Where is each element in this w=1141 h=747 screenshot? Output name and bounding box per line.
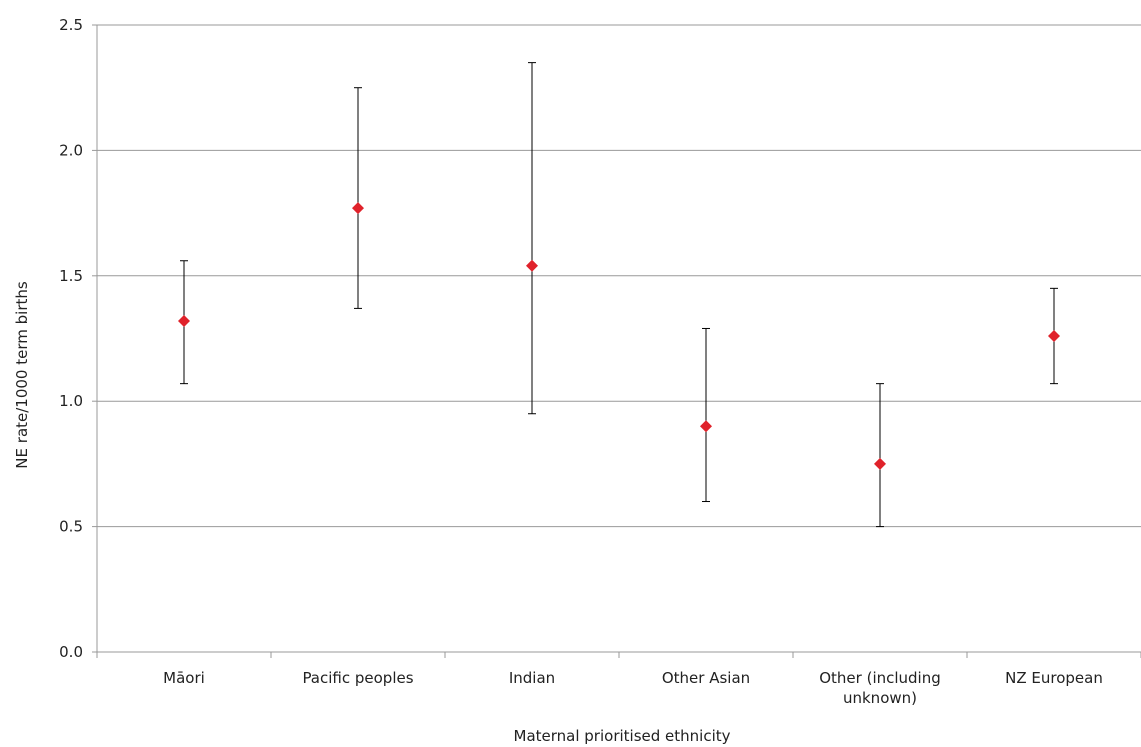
x-tick-label: Indian xyxy=(509,669,555,687)
x-tick-label: Māori xyxy=(163,669,205,687)
error-bars xyxy=(180,62,1058,528)
x-tick-label: NZ European xyxy=(1005,669,1103,687)
error-bar xyxy=(702,327,710,503)
y-axis-title: NE rate/1000 term births xyxy=(13,281,31,469)
axes xyxy=(92,24,1141,658)
data-points xyxy=(178,202,1060,470)
error-bar xyxy=(354,87,362,309)
x-axis-title: Maternal prioritised ethnicity xyxy=(514,727,731,745)
y-tick-label: 0.5 xyxy=(59,518,83,536)
x-tick-labels: Māori Pacific peoples Indian Other Asian Oth… xyxy=(163,669,1103,707)
y-tick-label: 1.0 xyxy=(59,392,83,410)
data-point-marker xyxy=(526,259,538,272)
x-tick-label: Pacific peoples xyxy=(302,669,413,687)
data-point-marker xyxy=(874,457,886,470)
data-point-marker xyxy=(178,314,190,327)
gridlines xyxy=(97,24,1141,528)
y-tick-label: 2.5 xyxy=(59,16,83,34)
y-tick-label: 1.5 xyxy=(59,267,83,285)
data-point-marker xyxy=(700,420,712,433)
y-tick-label: 2.0 xyxy=(59,141,83,159)
data-point-marker xyxy=(352,202,364,215)
y-tick-label: 0.0 xyxy=(59,643,83,661)
x-tick-label: Other Asian xyxy=(662,669,750,687)
error-bar xyxy=(528,62,536,415)
data-point-marker xyxy=(1048,329,1060,342)
y-tick-labels: 0.0 0.5 1.0 1.5 2.0 2.5 xyxy=(59,16,83,661)
error-bar xyxy=(876,383,884,528)
x-tick-label: Other (including unknown) xyxy=(819,669,941,707)
